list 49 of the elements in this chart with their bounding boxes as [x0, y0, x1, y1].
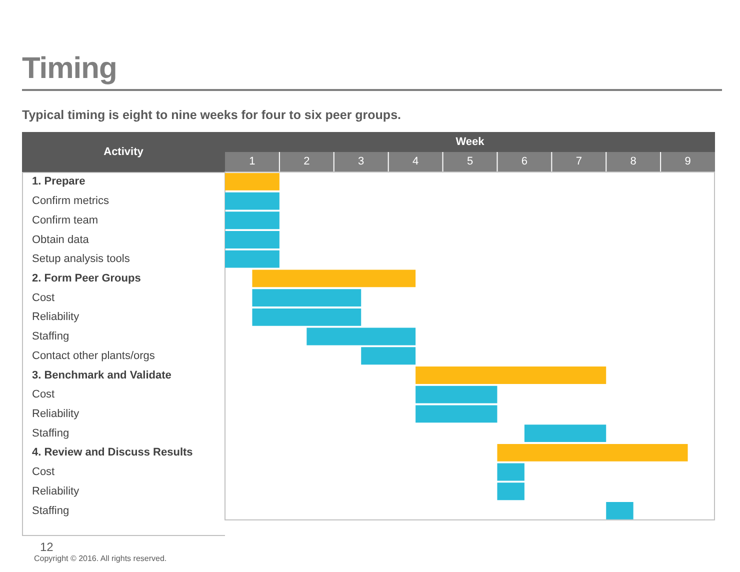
y-tick-label: Setup analysis tools — [32, 253, 130, 266]
bar — [252, 289, 362, 307]
bar — [225, 172, 280, 190]
text: 12 — [40, 540, 54, 554]
y-tick-label: 4. Review and Discuss Results — [32, 446, 193, 459]
y-tick-label: Staffing — [32, 330, 70, 343]
y-tick-label: Reliability — [32, 485, 80, 498]
bar — [252, 308, 362, 326]
y-tick-label: Cost — [32, 292, 55, 304]
bar — [606, 502, 634, 520]
x-tick-label: 8 — [630, 155, 636, 168]
x-tick-label: 2 — [304, 155, 310, 168]
y-tick-label: Cost — [32, 388, 55, 401]
y-tick-label: Confirm metrics — [32, 195, 110, 208]
y-tick-label: 3. Benchmark and Validate — [32, 369, 172, 382]
x-tick-label: 5 — [466, 155, 474, 168]
x-tick-label: 6 — [521, 155, 528, 168]
bar — [225, 212, 280, 230]
bar — [497, 482, 524, 500]
bar — [225, 231, 280, 248]
y-tick-label: Reliability — [32, 311, 80, 324]
bar — [416, 366, 606, 384]
bar — [497, 444, 688, 462]
chart-subtitle: Typical timing is eight to nine weeks for four to six peer groups. — [22, 108, 401, 122]
chart-title: Timing — [22, 52, 117, 86]
y-tick-label: Obtain data — [32, 234, 90, 246]
x-tick-label: 4 — [412, 155, 419, 168]
bar — [252, 270, 416, 288]
text: Copyright © 2016. All rights reserved. — [34, 554, 167, 563]
bar — [361, 347, 416, 365]
y-axis-title: Activity — [22, 132, 225, 172]
x-tick-label: 3 — [358, 155, 364, 168]
x-tick-label: 9 — [684, 155, 691, 168]
y-tick-label: Reliability — [32, 408, 80, 420]
x-tick-label: 1 — [249, 155, 256, 168]
bar — [225, 192, 280, 210]
x-axis-title: Week — [225, 132, 715, 152]
y-tick-label: Cost — [32, 466, 55, 478]
x-tick-label: 7 — [576, 155, 582, 168]
bar — [497, 463, 524, 481]
y-tick-label: Staffing — [32, 504, 70, 517]
bar — [524, 424, 606, 442]
bar — [306, 328, 416, 346]
y-tick-label: 1. Prepare — [32, 176, 86, 188]
bar — [225, 250, 280, 268]
y-tick-label: Confirm team — [32, 214, 98, 226]
y-tick-label: 2. Form Peer Groups — [32, 272, 141, 284]
y-tick-label: Staffing — [32, 427, 70, 440]
y-tick-label: Contact other plants/orgs — [32, 350, 156, 362]
